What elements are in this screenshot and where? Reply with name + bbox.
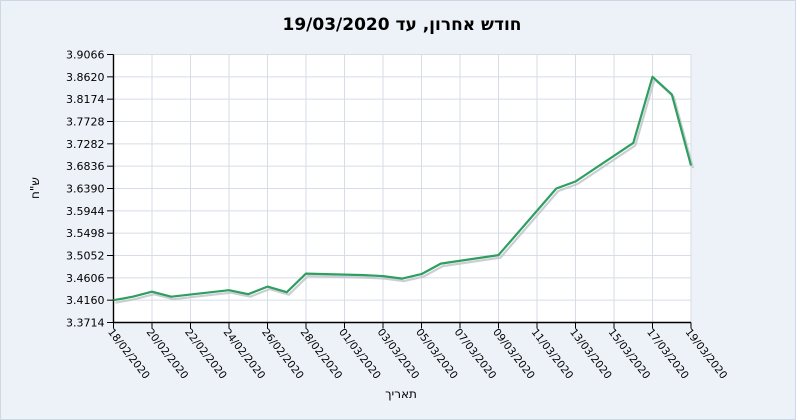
x-axis-title: תאריך [385, 387, 417, 401]
y-tick-label: 3.5944 [66, 205, 105, 218]
chart-title: חודש אחרון, עד 19/03/2020 [283, 15, 522, 35]
y-axis-title: ש"ח [28, 177, 42, 199]
series-line-shadow [115, 78, 695, 304]
y-tick-label: 3.9066 [66, 49, 105, 62]
y-tick-label: 3.5498 [66, 227, 105, 240]
y-tick-label: 3.7728 [66, 116, 105, 129]
y-tick-label: 3.4160 [66, 294, 105, 307]
series-line [113, 75, 693, 302]
y-tick-label: 3.3714 [66, 317, 105, 330]
y-tick-label: 3.8174 [66, 93, 105, 106]
plot-generated-content: 18/02/202020/02/202022/02/202024/02/2020… [66, 49, 729, 382]
y-tick-label: 3.6836 [66, 160, 105, 173]
y-tick-label: 3.7282 [66, 138, 105, 151]
y-tick-label: 3.5052 [66, 250, 105, 263]
y-tick-label: 3.4606 [66, 272, 105, 285]
y-tick-label: 3.6390 [66, 183, 105, 196]
y-tick-label: 3.8620 [66, 71, 105, 84]
